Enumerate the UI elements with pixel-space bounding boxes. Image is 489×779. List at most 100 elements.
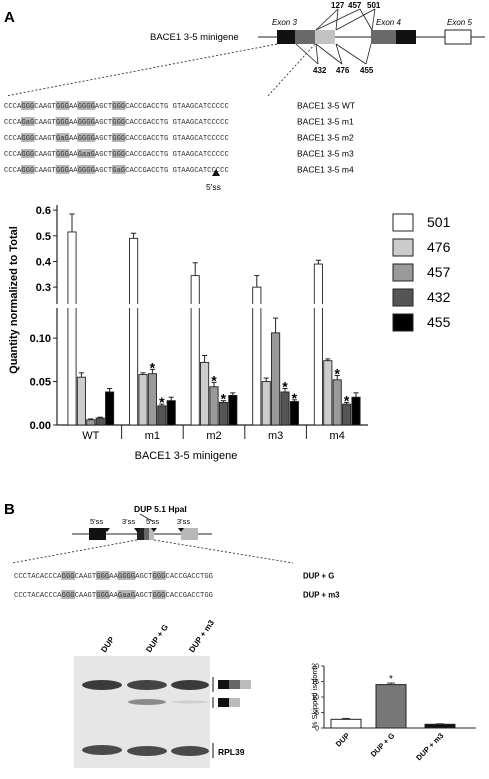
sequence-a-highlight bbox=[21, 117, 35, 126]
sequence-a-segment: GGG bbox=[21, 167, 34, 175]
dup-ss-3: 5'ss bbox=[146, 517, 159, 526]
gel-marker-rpl39: RPL39 bbox=[218, 747, 245, 757]
exon3-box bbox=[277, 30, 295, 44]
sequence-b-segment: AGCT bbox=[135, 592, 153, 600]
bar-501-WT bbox=[67, 231, 77, 426]
chart-b-star: * bbox=[389, 674, 393, 685]
dup-ss-1: 5'ss bbox=[90, 517, 103, 526]
dup-exon2-right bbox=[149, 528, 154, 540]
sequence-a-segment: GGG bbox=[112, 119, 125, 127]
bar-455-m3 bbox=[289, 401, 299, 426]
bar-501-m3 bbox=[252, 286, 262, 426]
sequence-a-highlight bbox=[55, 101, 70, 110]
sequence-b-segment: GGG bbox=[153, 592, 166, 600]
sequence-b-highlight bbox=[152, 571, 166, 580]
bar-432-WT bbox=[95, 417, 105, 426]
site-455-label: 455 bbox=[360, 66, 374, 75]
sequence-b-highlight bbox=[61, 571, 75, 580]
y-tick-label: 0.4 bbox=[36, 256, 52, 268]
sequence-b-segment: GGG bbox=[62, 573, 75, 581]
gel-band-dup-rpl39 bbox=[82, 745, 122, 755]
chart-b-y-tick-label: 5 bbox=[315, 710, 319, 717]
bar-457-m4 bbox=[332, 379, 342, 426]
chart-b-x-label-0: DUP bbox=[334, 731, 352, 749]
dup-zoom-left bbox=[11, 539, 138, 564]
bar-break-gap bbox=[66, 304, 78, 308]
sequence-b-segment: AA bbox=[109, 573, 118, 581]
dup-construct-label: DUP 5.1 HpaI bbox=[134, 504, 187, 514]
sequence-block-a: CCCA GGG CAAGT GGG AA GGGG AGCT GGG CACCGACCTG G… bbox=[4, 101, 355, 176]
gel-band-dupg-skipped bbox=[128, 699, 166, 705]
exon4-segment bbox=[371, 30, 396, 44]
sequence-b-highlight bbox=[95, 571, 110, 580]
gel-band-dupg-full bbox=[127, 680, 167, 690]
sequence-a-segment: GGG bbox=[21, 135, 34, 143]
bar-455-m4 bbox=[351, 396, 361, 426]
sequence-b-segment: GGGG bbox=[118, 573, 135, 581]
sequence-b-name: DUP + m3 bbox=[303, 591, 340, 600]
sequence-b-segment: GGG bbox=[96, 573, 109, 581]
sequence-b-row: CCCTACACCCA GGG CAAGT GGG AA GaaG AGCT GGG CACCG… bbox=[14, 590, 340, 600]
dup-ss-2: 3'ss bbox=[122, 517, 135, 526]
exon3-segment-dark bbox=[295, 30, 315, 44]
sequence-a-name: BACE1 3-5 m2 bbox=[297, 133, 354, 143]
chart-b-x-label-2: DUP + m3 bbox=[414, 731, 445, 762]
legend-label-501: 501 bbox=[427, 214, 451, 230]
sequence-a-name: BACE1 3-5 m4 bbox=[297, 165, 354, 175]
bar-476-m1 bbox=[138, 374, 148, 426]
sequence-a-segment: CCCA bbox=[4, 167, 22, 175]
sequence-a-segment: CCCA bbox=[4, 151, 22, 159]
dup-ss-4: 3'ss bbox=[177, 517, 190, 526]
chart-a-xlabel: BACE1 3-5 minigene bbox=[135, 450, 238, 462]
chart-b: 0 5 10 15 20 DUP DUP + G DUP + m3 * bbox=[311, 664, 476, 762]
sequence-b-highlight bbox=[152, 590, 166, 599]
dup-exon2-mid bbox=[144, 528, 149, 540]
sequence-a-segment: GGGG bbox=[78, 135, 95, 143]
sequence-a-segment: CACCGACCTG GTAAGCATCCCCC bbox=[125, 119, 229, 127]
sequence-a-segment: GaaG bbox=[78, 151, 95, 159]
sequence-a-highlight bbox=[111, 101, 126, 110]
exon4-label: Exon 4 bbox=[376, 18, 401, 27]
gel-band-dupm3-rpl39 bbox=[171, 746, 209, 756]
exon3-label: Exon 3 bbox=[272, 18, 297, 27]
site-476-label: 476 bbox=[336, 66, 350, 75]
gel-band-dupm3-skipped bbox=[172, 700, 208, 704]
bar-457-m2 bbox=[209, 386, 219, 426]
sequence-b-segment: CAAGT bbox=[75, 573, 97, 581]
bar-476-m2 bbox=[200, 361, 210, 426]
top-splice-lines bbox=[315, 8, 376, 31]
chart-b-bar-1 bbox=[375, 684, 407, 729]
sequence-a-highlight bbox=[55, 117, 70, 126]
sequence-a-segment: GGGG bbox=[78, 103, 95, 111]
sequence-a-highlight bbox=[111, 165, 126, 174]
chart-b-y-tick-label: 0 bbox=[315, 726, 319, 733]
chart-b-y-tick-label: 15 bbox=[311, 679, 319, 686]
sequence-a-segment: GGG bbox=[21, 151, 34, 159]
sequence-a-segment: GGGG bbox=[78, 167, 95, 175]
zoom-line-right bbox=[267, 43, 316, 97]
sequence-a-segment: CAAGT bbox=[34, 167, 56, 175]
sequence-a-segment: GGG bbox=[56, 167, 69, 175]
sequence-a-segment: CACCGACCTG GTAAGCATCCCCC bbox=[125, 135, 229, 143]
sequence-a-name: BACE1 3-5 WT bbox=[297, 101, 355, 111]
sequence-b-segment: CAAGT bbox=[75, 592, 97, 600]
bar-457-WT bbox=[86, 419, 96, 426]
sequence-a-segment: GaG bbox=[21, 119, 34, 127]
gel-image bbox=[74, 656, 210, 768]
sequence-a-segment: GGG bbox=[56, 103, 69, 111]
sequence-a-segment: CAAGT bbox=[34, 103, 56, 111]
bar-432-m4 bbox=[342, 403, 352, 426]
sequence-b-highlight bbox=[95, 590, 110, 599]
exon5-label: Exon 5 bbox=[447, 18, 472, 27]
bar-432-m3 bbox=[280, 391, 290, 426]
sequence-a-segment: GaG bbox=[56, 135, 69, 143]
sequence-a-segment: GaG bbox=[112, 167, 125, 175]
legend-label-457: 457 bbox=[427, 264, 451, 280]
dup-exon1 bbox=[89, 528, 106, 540]
bar-455-WT bbox=[105, 391, 115, 426]
chart-b-x-label-1: DUP + G bbox=[369, 731, 397, 759]
sequence-a-segment: AA bbox=[69, 167, 78, 175]
significance-star: * bbox=[221, 391, 227, 407]
sequence-b-highlight bbox=[117, 571, 136, 580]
x-tick-label-m4: m4 bbox=[330, 430, 345, 442]
